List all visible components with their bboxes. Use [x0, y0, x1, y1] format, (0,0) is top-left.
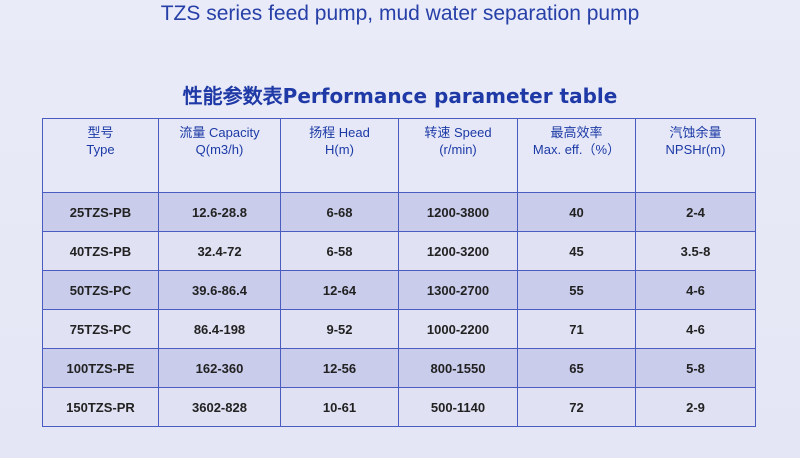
table-body: 25TZS-PB 12.6-28.8 6-68 1200-3800 40 2-4 40TZS… — [42, 192, 756, 427]
table-cell: 150TZS-PR — [42, 387, 159, 427]
table-cell: 10-61 — [280, 387, 399, 427]
table-cell: 1300-2700 — [398, 270, 518, 310]
header-text: (r/min) — [439, 142, 477, 157]
header-text: NPSHr(m) — [665, 142, 726, 157]
page-title: TZS series feed pump, mud water separati… — [160, 2, 640, 25]
table-cell: 39.6-86.4 — [158, 270, 281, 310]
table-cell: 45 — [517, 231, 636, 271]
header-cell: 扬程 Head H(m) — [280, 118, 399, 193]
table-cell: 1200-3800 — [398, 192, 518, 232]
table-row: 75TZS-PC 86.4-198 9-52 1000-2200 71 4-6 — [42, 309, 756, 349]
table-cell: 9-52 — [280, 309, 399, 349]
table-cell: 3602-828 — [158, 387, 281, 427]
header-text: 汽蚀余量 — [669, 125, 722, 140]
table-cell: 162-360 — [158, 348, 281, 388]
header-text: 扬程 Head — [309, 125, 370, 140]
header-cell: 型号 Type — [42, 118, 159, 193]
header-text: Q(m3/h) — [195, 142, 244, 157]
table-cell: 6-68 — [280, 192, 399, 232]
table-cell: 12-56 — [280, 348, 399, 388]
table-title: 性能参数表Performance parameter table — [182, 84, 618, 108]
table-cell: 40TZS-PB — [42, 231, 159, 271]
table-row: 25TZS-PB 12.6-28.8 6-68 1200-3800 40 2-4 — [42, 192, 756, 232]
header-cell: 汽蚀余量 NPSHr(m) — [635, 118, 756, 193]
header-text: Max. eff.（%） — [532, 142, 621, 157]
performance-table: 型号 Type 流量 Capacity Q(m3/h) 扬程 Head H(m) 转速 Sp… — [42, 118, 756, 427]
table-cell: 12-64 — [280, 270, 399, 310]
table-cell: 25TZS-PB — [42, 192, 159, 232]
table-cell: 12.6-28.8 — [158, 192, 281, 232]
table-cell: 1000-2200 — [398, 309, 518, 349]
table-cell: 3.5-8 — [635, 231, 756, 271]
table-row: 40TZS-PB 32.4-72 6-58 1200-3200 45 3.5-8 — [42, 231, 756, 271]
table-cell: 86.4-198 — [158, 309, 281, 349]
table-cell: 6-58 — [280, 231, 399, 271]
header-text: H(m) — [325, 142, 354, 157]
table-cell: 5-8 — [635, 348, 756, 388]
table-row: 50TZS-PC 39.6-86.4 12-64 1300-2700 55 4-6 — [42, 270, 756, 310]
table-cell: 100TZS-PE — [42, 348, 159, 388]
header-text: 转速 Speed — [424, 125, 492, 140]
table-cell: 2-9 — [635, 387, 756, 427]
table-cell: 32.4-72 — [158, 231, 281, 271]
header-cell: 流量 Capacity Q(m3/h) — [158, 118, 281, 193]
table-cell: 4-6 — [635, 270, 756, 310]
table-cell: 4-6 — [635, 309, 756, 349]
table-row: 100TZS-PE 162-360 12-56 800-1550 65 5-8 — [42, 348, 756, 388]
header-cell: 最高效率 Max. eff.（%） — [517, 118, 636, 193]
header-text: 型号 — [87, 125, 114, 140]
table-cell: 500-1140 — [398, 387, 518, 427]
table-cell: 40 — [517, 192, 636, 232]
header-text: 流量 Capacity — [179, 125, 260, 140]
table-cell: 800-1550 — [398, 348, 518, 388]
header-row: 型号 Type 流量 Capacity Q(m3/h) 扬程 Head H(m) 转速 Sp… — [42, 118, 756, 193]
table-cell: 72 — [517, 387, 636, 427]
table-cell: 50TZS-PC — [42, 270, 159, 310]
table-cell: 75TZS-PC — [42, 309, 159, 349]
header-text: Type — [86, 142, 115, 157]
header-text: 最高效率 — [550, 125, 603, 140]
table-cell: 1200-3200 — [398, 231, 518, 271]
table-cell: 55 — [517, 270, 636, 310]
table-row: 150TZS-PR 3602-828 10-61 500-1140 72 2-9 — [42, 387, 756, 427]
header-cell: 转速 Speed (r/min) — [398, 118, 518, 193]
table-cell: 71 — [517, 309, 636, 349]
table-cell: 65 — [517, 348, 636, 388]
table-cell: 2-4 — [635, 192, 756, 232]
